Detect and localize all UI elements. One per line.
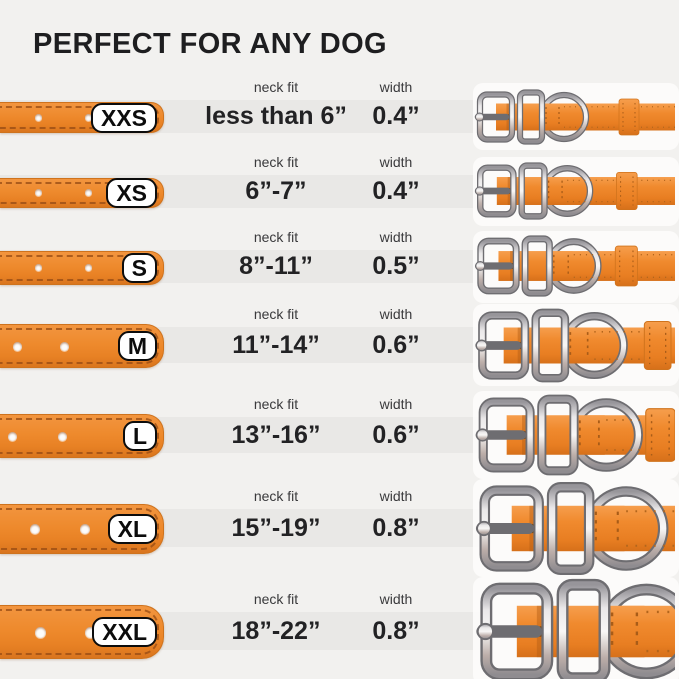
collar-strap-graphic: L [0,414,164,458]
neck-fit-header: neck fit [253,154,299,170]
collar-strap-graphic: S [0,250,164,285]
strap-hole [85,626,96,638]
width-header: width [379,488,413,504]
width-header: width [379,154,413,170]
collar-buckle-illustration [474,235,675,297]
neck-fit-value: 18”-22” [231,617,321,645]
width-value: 0.4” [372,102,420,130]
width-value: 0.4” [372,177,420,205]
neck-fit-header: neck fit [253,229,299,245]
strap-hole [85,189,92,196]
size-label: M [117,331,157,361]
width-value: 0.6” [372,331,420,359]
width-header: width [379,306,413,322]
neck-fit-value: 15”-19” [231,514,321,542]
width-header: width [379,591,413,607]
neck-fit-value: 8”-11” [239,252,313,280]
collar-buckle-illustration [474,88,675,145]
size-label: XXL [92,617,157,647]
collar-strap-graphic: M [0,324,164,368]
collar-buckle-illustration [476,578,675,679]
neck-fit-header: neck fit [253,306,299,322]
neck-fit-header: neck fit [253,591,299,607]
neck-fit-header: neck fit [253,79,299,95]
collar-strap-graphic: XS [0,177,164,208]
strap-hole [13,341,22,351]
neck-fit-header: neck fit [253,396,299,412]
collar-buckle-illustration [475,481,675,575]
size-row: neck fit width less than 6” 0.4” XXS [0,66,679,150]
size-label: L [122,421,157,451]
collar-buckle-illustration [475,308,675,382]
size-row: neck fit width 11”-14” 0.6” M [0,293,679,386]
neck-fit-value: 11”-14” [232,331,320,359]
size-label: XL [107,514,157,544]
neck-fit-header: neck fit [253,488,299,504]
collar-strap-graphic: XL [0,504,164,554]
width-header: width [379,229,413,245]
neck-fit-value: less than 6” [205,102,347,130]
width-header: width [379,396,413,412]
strap-hole [35,626,46,638]
width-value: 0.6” [372,421,420,449]
strap-hole [8,431,17,441]
collar-strap-graphic: XXS [0,102,164,133]
strap-hole [58,431,67,441]
size-row: neck fit width 8”-11” 0.5” S [0,216,679,303]
strap-hole [80,524,90,534]
width-value: 0.8” [372,617,420,645]
page-title: PERFECT FOR ANY DOG [33,28,388,60]
size-row: neck fit width 18”-22” 0.8” XXL [0,577,679,679]
strap-hole [30,524,40,534]
collar-strap-graphic: XXL [0,605,164,659]
collar-buckle-illustration [474,162,675,220]
size-label: S [121,252,157,283]
size-row: neck fit width 6”-7” 0.4” XS [0,141,679,226]
strap-hole [85,264,92,271]
width-header: width [379,79,413,95]
strap-hole [60,341,69,351]
size-row: neck fit width 13”-16” 0.6” L [0,383,679,479]
strap-hole [35,114,42,121]
width-value: 0.8” [372,514,420,542]
strap-hole [35,189,42,196]
size-row: neck fit width 15”-19” 0.8” XL [0,475,679,577]
width-value: 0.5” [372,252,420,280]
neck-fit-value: 13”-16” [231,421,321,449]
size-label: XS [106,177,157,208]
strap-hole [35,264,42,271]
size-label: XXS [90,102,157,133]
collar-buckle-illustration [475,394,675,476]
neck-fit-value: 6”-7” [245,177,307,205]
strap-hole [85,114,92,121]
